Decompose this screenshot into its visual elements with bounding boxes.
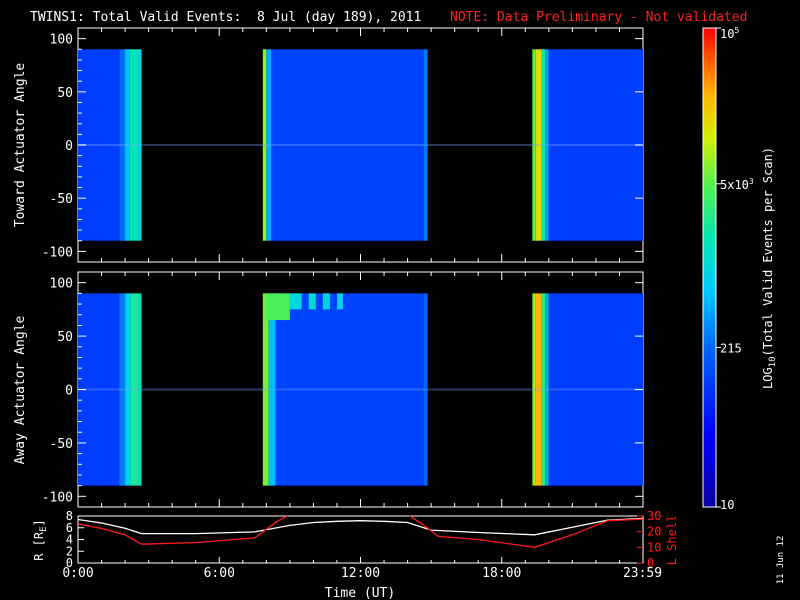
toward-band-2 bbox=[125, 49, 130, 241]
away-band-8 bbox=[424, 293, 428, 486]
figure-title: TWINS1: Total Valid Events: 8 Jul (day 1… bbox=[30, 10, 421, 25]
away-heatmap-cells bbox=[78, 293, 643, 486]
away-band-11 bbox=[541, 293, 546, 486]
away-band-3 bbox=[130, 293, 139, 486]
x-tick-label-1: 6:00 bbox=[204, 566, 235, 581]
toward-band-11 bbox=[541, 49, 546, 241]
away-band-6 bbox=[268, 293, 276, 486]
away-ytick-label-4: 100 bbox=[50, 277, 73, 292]
x-tick-label-2: 12:00 bbox=[341, 566, 380, 581]
away-hotspot-4 bbox=[336, 293, 343, 310]
away-ytick-label-1: -50 bbox=[50, 437, 73, 452]
toward-y-axis-label: Toward Actuator Angle bbox=[13, 63, 28, 228]
away-ytick-label-0: -100 bbox=[42, 490, 73, 505]
radius-series-line bbox=[78, 517, 643, 536]
toward-band-1 bbox=[119, 49, 126, 241]
l-shell-ytick-label-0: 0 bbox=[647, 556, 654, 570]
away-band-10 bbox=[535, 293, 542, 486]
colorbar: 10 215 5x103 105 LOG10(Total Valid Events p… bbox=[702, 26, 778, 512]
away-band-12 bbox=[545, 293, 549, 486]
generation-date: 11 Jun 12 bbox=[776, 536, 786, 585]
l-shell-ytick-label-3: 30 bbox=[647, 509, 661, 523]
toward-heatmap-cells bbox=[78, 49, 643, 241]
away-ytick-label-3: 50 bbox=[57, 330, 73, 345]
away-ytick-label-2: 0 bbox=[65, 384, 73, 399]
toward-band-7 bbox=[271, 49, 425, 241]
toward-ytick-label-3: 50 bbox=[57, 86, 73, 101]
l-shell-ytick-label-1: 10 bbox=[647, 540, 661, 554]
away-band-9 bbox=[532, 293, 536, 486]
toward-x-axis-ticks bbox=[77, 28, 644, 262]
l-shell-axis-label: L Shell bbox=[665, 515, 679, 566]
away-band-13 bbox=[548, 293, 643, 486]
toward-band-6 bbox=[266, 49, 272, 241]
toward-band-10 bbox=[535, 49, 542, 241]
toward-ytick-label-1: -50 bbox=[50, 192, 73, 207]
colorbar-ticks: 10 215 5x103 105 bbox=[716, 26, 754, 512]
toward-band-5 bbox=[262, 49, 267, 241]
away-band-2 bbox=[125, 293, 131, 486]
radius-ytick-label-4: 8 bbox=[66, 509, 73, 523]
toward-ytick-label-2: 0 bbox=[65, 139, 73, 154]
away-band-7 bbox=[275, 293, 425, 486]
away-hotspot-1 bbox=[289, 293, 302, 310]
toward-spectrogram-panel: -100 -50 0 50 100 Toward Actuator Angle bbox=[13, 27, 644, 263]
toward-band-9 bbox=[532, 49, 536, 241]
away-band-4 bbox=[138, 293, 142, 486]
toward-ytick-label-0: -100 bbox=[42, 245, 73, 260]
x-axis-label: Time (UT) bbox=[325, 586, 395, 600]
x-tick-label-0: 0:00 bbox=[62, 566, 93, 581]
away-hotspot-2 bbox=[308, 293, 316, 310]
orbit-series-lines bbox=[78, 516, 643, 548]
colorbar-tick-label-0: 10 bbox=[720, 498, 734, 512]
toward-band-13 bbox=[548, 49, 643, 241]
l-shell-ytick-label-2: 20 bbox=[647, 525, 661, 539]
preliminary-note: NOTE: Data Preliminary - Not validated bbox=[450, 10, 747, 25]
colorbar-tick-label-3: 105 bbox=[720, 26, 739, 41]
radius-ytick-label-1: 2 bbox=[66, 544, 73, 558]
toward-band-4 bbox=[138, 49, 142, 241]
away-y-axis-label: Away Actuator Angle bbox=[13, 315, 28, 464]
away-hotspot-3 bbox=[322, 293, 330, 310]
away-x-axis-ticks bbox=[77, 272, 644, 507]
colorbar-gradient bbox=[702, 27, 717, 508]
radius-axis-label: R [RE] bbox=[32, 519, 49, 561]
colorbar-tick-label-1: 215 bbox=[720, 341, 742, 355]
colorbar-tick-label-2: 5x103 bbox=[720, 177, 754, 192]
away-y-axis: -100 -50 0 50 100 bbox=[42, 271, 643, 508]
radius-ytick-label-0: 0 bbox=[66, 556, 73, 570]
away-hotspot-0 bbox=[266, 293, 290, 321]
orbit-x-axis: 0:00 6:00 12:00 18:00 23:59 bbox=[62, 557, 662, 581]
x-tick-label-3: 18:00 bbox=[482, 566, 521, 581]
x-tick-label-4: 23:59 bbox=[623, 566, 662, 581]
radius-ytick-label-3: 6 bbox=[66, 521, 73, 535]
away-band-1 bbox=[119, 293, 126, 486]
toward-band-12 bbox=[545, 49, 549, 241]
l-shell-series-line bbox=[78, 516, 643, 548]
toward-ytick-label-4: 100 bbox=[50, 33, 73, 48]
orbit-plot-frame bbox=[77, 515, 644, 564]
toward-band-3 bbox=[129, 49, 139, 241]
radius-ytick-label-2: 4 bbox=[66, 533, 73, 547]
away-spectrogram-panel: -100 -50 0 50 100 Away Actuator Angle bbox=[13, 271, 644, 508]
toward-y-axis: -100 -50 0 50 100 bbox=[42, 27, 643, 263]
colorbar-label: LOG10(Total Valid Events per Scan) bbox=[761, 147, 778, 389]
away-band-5 bbox=[262, 293, 269, 486]
toward-band-8 bbox=[424, 49, 428, 241]
